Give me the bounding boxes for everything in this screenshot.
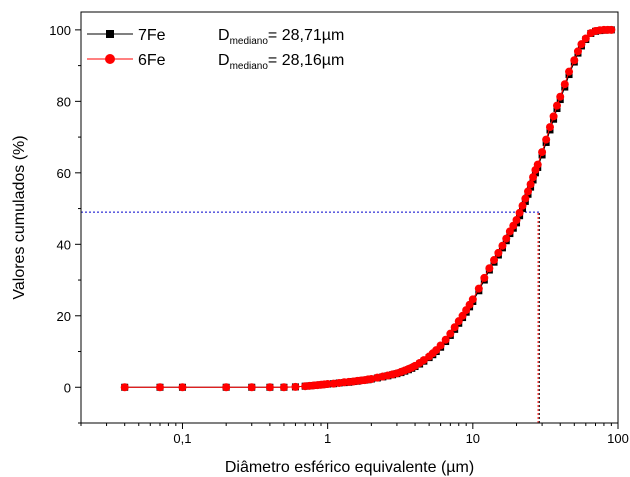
data-point-6fe bbox=[533, 160, 542, 169]
data-point-6fe bbox=[549, 112, 558, 121]
annotation-symbol: D bbox=[218, 27, 230, 44]
data-point-6fe bbox=[485, 264, 494, 273]
data-point-6fe bbox=[512, 216, 521, 225]
data-point-6fe bbox=[291, 382, 300, 391]
data-point-6fe bbox=[607, 25, 616, 34]
plot-frame bbox=[80, 11, 619, 424]
annotation-symbol: D bbox=[218, 52, 230, 69]
legend-annotation-6fe: Dmediano= 28,16µm bbox=[218, 52, 344, 72]
data-point-6fe bbox=[570, 56, 579, 65]
data-point-6fe bbox=[474, 284, 483, 293]
series-layer bbox=[120, 25, 616, 392]
data-point-6fe bbox=[178, 383, 187, 392]
y-tick-label: 100 bbox=[49, 23, 71, 38]
data-point-6fe bbox=[542, 135, 551, 144]
legend-annotation-7fe: Dmediano= 28,71µm bbox=[218, 27, 344, 47]
data-point-6fe bbox=[247, 383, 256, 392]
data-point-6fe bbox=[490, 256, 499, 265]
data-point-6fe bbox=[552, 101, 561, 110]
x-tick-label: 100 bbox=[607, 431, 629, 446]
x-tick-label: 1 bbox=[324, 431, 331, 446]
data-point-6fe bbox=[120, 383, 129, 392]
data-point-6fe bbox=[581, 34, 590, 43]
x-axis-label: Diâmetro esférico equivalente (µm) bbox=[225, 459, 474, 476]
data-point-6fe bbox=[458, 311, 467, 320]
data-point-6fe bbox=[279, 383, 288, 392]
data-point-6fe bbox=[446, 329, 455, 338]
data-point-6fe bbox=[441, 335, 450, 344]
x-axis: 0,1 1 10 100 bbox=[80, 423, 629, 446]
data-point-6fe bbox=[323, 380, 332, 389]
data-point-6fe bbox=[565, 67, 574, 76]
data-point-6fe bbox=[436, 341, 445, 350]
legend-marker-circle bbox=[105, 54, 115, 64]
reference-lines bbox=[81, 211, 540, 423]
annotation-subscript: mediano bbox=[230, 36, 269, 47]
data-point-6fe bbox=[545, 123, 554, 132]
legend-entry-2: 6Fe Dmediano= 28,16µm bbox=[87, 52, 344, 72]
data-point-6fe bbox=[560, 80, 569, 89]
legend: 7Fe Dmediano= 28,71µm 6Fe Dmediano= 28,1… bbox=[87, 27, 344, 72]
data-point-6fe bbox=[529, 173, 538, 182]
x-tick-label: 0,1 bbox=[173, 431, 191, 446]
data-point-6fe bbox=[367, 375, 376, 384]
data-point-6fe bbox=[222, 383, 231, 392]
x-tick-label: 10 bbox=[466, 431, 480, 446]
data-point-6fe bbox=[515, 208, 524, 217]
data-point-6fe bbox=[155, 383, 164, 392]
y-tick-label: 60 bbox=[57, 166, 71, 181]
data-point-6fe bbox=[502, 234, 511, 243]
legend-label-7fe: 7Fe bbox=[138, 27, 166, 44]
data-point-6fe bbox=[524, 187, 533, 196]
y-tick-label: 80 bbox=[57, 94, 71, 109]
y-axis-label: Valores cumulados (%) bbox=[11, 135, 28, 299]
data-point-6fe bbox=[480, 273, 489, 282]
data-point-6fe bbox=[498, 241, 507, 250]
legend-label-6fe: 6Fe bbox=[138, 52, 166, 69]
legend-marker-square bbox=[106, 30, 114, 38]
data-point-6fe bbox=[538, 148, 547, 157]
data-point-6fe bbox=[577, 40, 586, 49]
data-point-6fe bbox=[526, 180, 535, 189]
y-axis: 0 20 40 60 80 100 bbox=[49, 23, 81, 424]
y-tick-label: 0 bbox=[64, 380, 71, 395]
data-point-6fe bbox=[468, 295, 477, 304]
y-tick-label: 40 bbox=[57, 237, 71, 252]
data-point-6fe bbox=[265, 383, 274, 392]
y-tick-label: 20 bbox=[57, 309, 71, 324]
annotation-value: = 28,71µm bbox=[268, 27, 344, 44]
annotation-subscript: mediano bbox=[230, 61, 269, 72]
data-point-6fe bbox=[450, 323, 459, 332]
data-point-6fe bbox=[518, 201, 527, 210]
data-point-6fe bbox=[521, 194, 530, 203]
data-point-6fe bbox=[556, 92, 565, 101]
data-point-6fe bbox=[494, 248, 503, 257]
legend-entry-1: 7Fe Dmediano= 28,71µm bbox=[87, 27, 344, 47]
annotation-value: = 28,16µm bbox=[268, 52, 344, 69]
data-point-6fe bbox=[573, 47, 582, 56]
